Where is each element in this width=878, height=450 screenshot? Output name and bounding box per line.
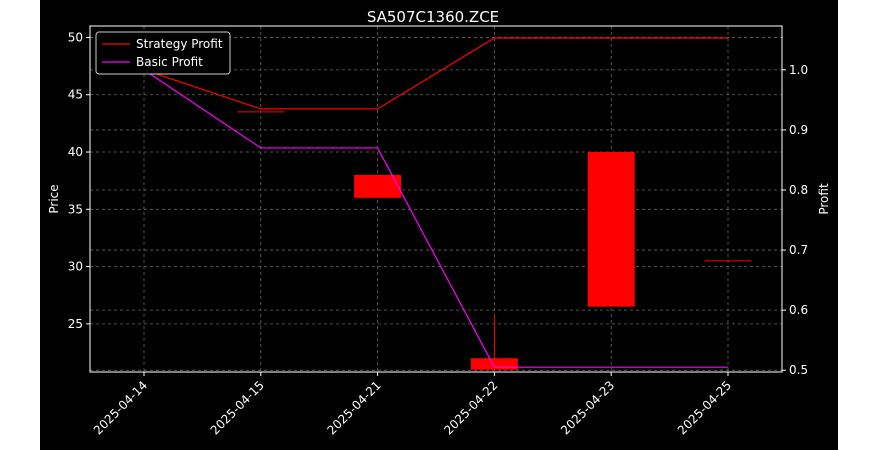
y2-tick-label: 0.7: [789, 243, 808, 257]
legend-strategy-label: Strategy Profit: [136, 37, 223, 51]
legend: Strategy Profit Basic Profit: [95, 31, 231, 75]
x-tick-label: 2025-04-21: [325, 378, 384, 437]
y2-tick-label: 0.8: [789, 183, 808, 197]
y2-tick-label: 0.9: [789, 123, 808, 137]
chart-figure: SA507C1360.ZCE 2025-04-14 2025-04-15 2025-…: [40, 0, 838, 450]
y-tick-label: 25: [68, 317, 83, 331]
line-layer: [143, 37, 728, 368]
y-tick-label: 50: [68, 30, 83, 44]
y-tick-label: 40: [68, 145, 83, 159]
x-tick-label: 2025-04-22: [441, 378, 500, 437]
y2-axis-label: Profit: [817, 183, 831, 215]
chart-title: SA507C1360.ZCE: [367, 8, 499, 26]
x-tick-label: 2025-04-15: [208, 378, 267, 437]
y-tick-label: 30: [68, 260, 83, 274]
legend-box: [95, 31, 231, 75]
y-tick-label: 35: [68, 202, 83, 216]
y-axis-label: Price: [47, 184, 61, 213]
grid-layer: [90, 26, 782, 372]
candle-layer: [120, 71, 752, 370]
y2-tick-label: 0.5: [789, 363, 808, 377]
basic-profit-line: [143, 69, 728, 368]
candle-body: [354, 174, 402, 198]
candle-body: [470, 358, 518, 370]
y2-tick-label: 1.0: [789, 63, 808, 77]
x-tick-label: 2025-04-23: [558, 378, 617, 437]
candle-body: [587, 152, 635, 307]
chart-svg: SA507C1360.ZCE 2025-04-14 2025-04-15 2025-…: [47, 8, 831, 437]
strategy-profit-line: [143, 37, 728, 110]
y2-tick-label: 0.6: [789, 303, 808, 317]
legend-basic-label: Basic Profit: [136, 55, 203, 69]
axis-layer: 2025-04-14 2025-04-15 2025-04-21 2025-04-22…: [68, 30, 808, 437]
x-tick-label: 2025-04-14: [91, 378, 150, 437]
plot-frame: [89, 25, 783, 373]
y-tick-label: 45: [68, 88, 83, 102]
x-tick-label: 2025-04-25: [675, 378, 734, 437]
